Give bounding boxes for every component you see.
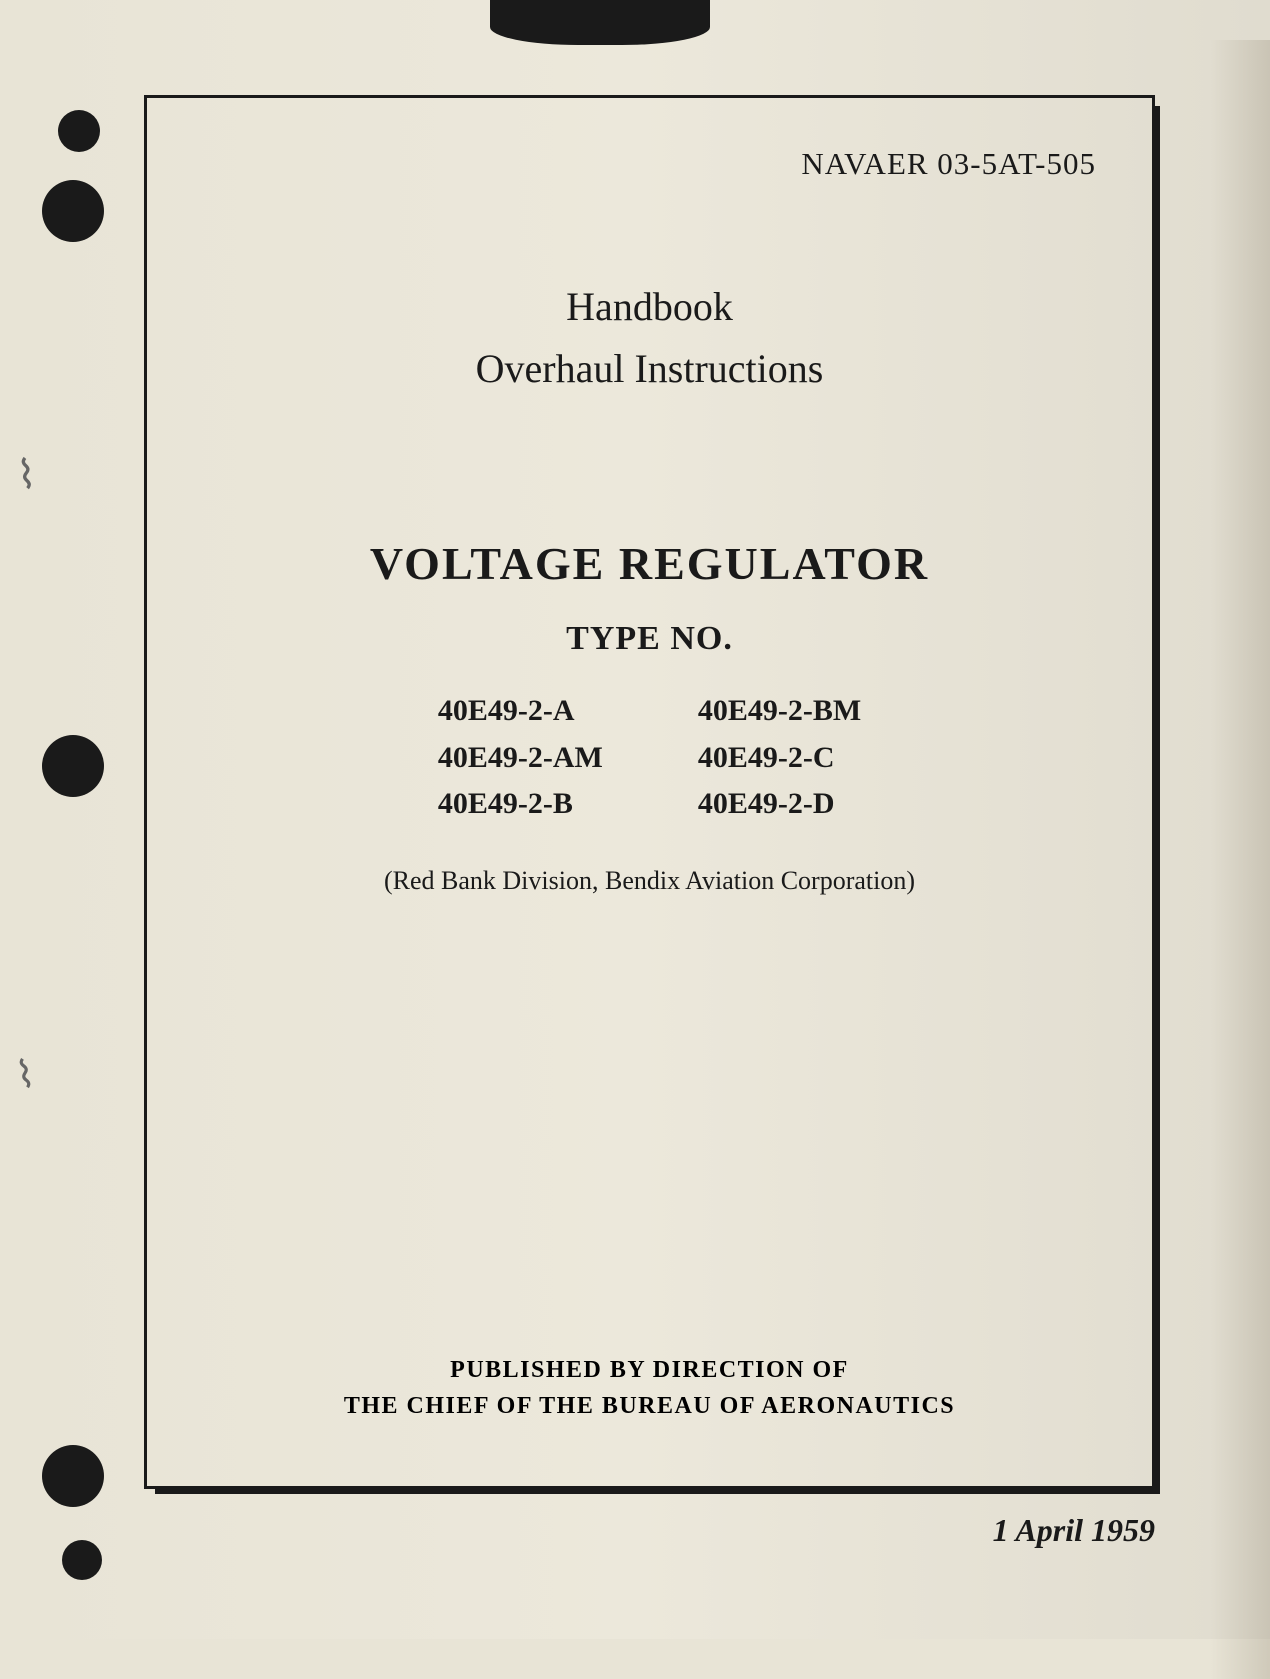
type-number: 40E49-2-BM: [698, 688, 861, 735]
manufacturer-name: (Red Bank Division, Bendix Aviation Corp…: [147, 866, 1152, 896]
product-name: VOLTAGE REGULATOR: [147, 537, 1152, 590]
type-number: 40E49-2-AM: [438, 735, 603, 782]
types-column-left: 40E49-2-A 40E49-2-AM 40E49-2-B: [438, 688, 603, 828]
types-column-right: 40E49-2-BM 40E49-2-C 40E49-2-D: [698, 688, 861, 828]
content-border: NAVAER 03-5AT-505 Handbook Overhaul Inst…: [144, 95, 1155, 1489]
type-number: 40E49-2-C: [698, 735, 861, 782]
type-number: 40E49-2-A: [438, 688, 603, 735]
punch-hole: [42, 180, 104, 242]
publisher-line-2: THE CHIEF OF THE BUREAU OF AERONAUTICS: [147, 1388, 1152, 1424]
handbook-label: Handbook: [147, 283, 1152, 330]
page-mark: ⌇: [15, 448, 67, 532]
document-identifier: NAVAER 03-5AT-505: [801, 146, 1096, 182]
punch-hole: [62, 1540, 102, 1580]
publisher-line-1: PUBLISHED BY DIRECTION OF: [147, 1352, 1152, 1388]
punch-hole: [58, 110, 100, 152]
page-mark: ⌇: [12, 1047, 68, 1124]
punch-hole: [42, 735, 104, 797]
publisher-attribution: PUBLISHED BY DIRECTION OF THE CHIEF OF T…: [147, 1352, 1152, 1424]
instructions-label: Overhaul Instructions: [147, 345, 1152, 392]
type-numbers-list: 40E49-2-A 40E49-2-AM 40E49-2-B 40E49-2-B…: [147, 688, 1152, 828]
type-number-label: TYPE NO.: [147, 620, 1152, 658]
punch-hole: [42, 1445, 104, 1507]
type-number: 40E49-2-B: [438, 781, 603, 828]
type-number: 40E49-2-D: [698, 781, 861, 828]
main-content: Handbook Overhaul Instructions VOLTAGE R…: [147, 283, 1152, 896]
page-edge-shadow: [1210, 40, 1270, 1679]
publication-date: 1 April 1959: [993, 1512, 1155, 1549]
document-page: ⌇ ⌇ NAVAER 03-5AT-505 Handbook Overhaul …: [0, 0, 1270, 1639]
binding-clip: [490, 0, 710, 45]
